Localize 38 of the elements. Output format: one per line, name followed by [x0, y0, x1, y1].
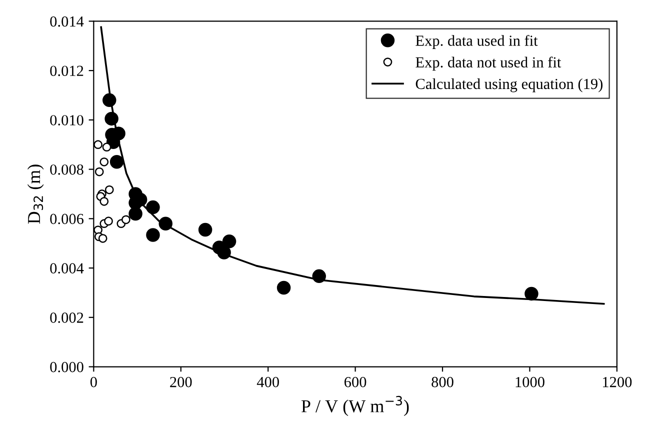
point	[94, 167, 104, 176]
x-tick-label: 1200	[602, 376, 632, 388]
point	[102, 142, 112, 152]
x-tick-label: 1000	[516, 376, 544, 388]
point	[146, 228, 160, 242]
y-tick-label: 0.008	[50, 164, 84, 175]
y-tick-label: 0.002	[50, 312, 84, 323]
x-tick-label: 600	[344, 376, 366, 388]
point	[146, 200, 160, 214]
x-tick-label: 200	[170, 376, 192, 388]
legend-label: Calculated using equation (19)	[416, 78, 603, 92]
point	[276, 280, 291, 295]
point	[94, 140, 102, 150]
point	[222, 234, 236, 248]
legend-label: Exp. data used in fit	[416, 34, 538, 49]
y-tick-label: 0.014	[50, 16, 84, 27]
y-tick-label: 0.004	[50, 263, 84, 274]
x-tick-label: 400	[256, 376, 279, 388]
x-tick-label: 0	[90, 376, 97, 388]
point	[198, 222, 212, 237]
point	[100, 157, 109, 166]
y-tick-label: 0.010	[50, 115, 84, 126]
point	[104, 185, 114, 194]
point	[100, 196, 109, 206]
legend-label: Exp. data not used in fit	[416, 56, 562, 71]
point	[121, 215, 130, 224]
point	[110, 155, 124, 169]
y-tick-label: 0.000	[50, 362, 84, 372]
point	[128, 206, 142, 221]
y-tick-label: 0.012	[50, 66, 84, 76]
point	[98, 234, 108, 243]
point	[524, 286, 538, 301]
point	[104, 216, 113, 226]
x-axis-title: P / V (W m$^{−3}$)	[301, 396, 409, 416]
y-axis-title: D$_{32}$ (m)	[27, 164, 44, 224]
x-tick-label: 800	[432, 376, 454, 388]
line-series	[100, 26, 605, 305]
y-tick-label: 0.006	[50, 214, 84, 224]
